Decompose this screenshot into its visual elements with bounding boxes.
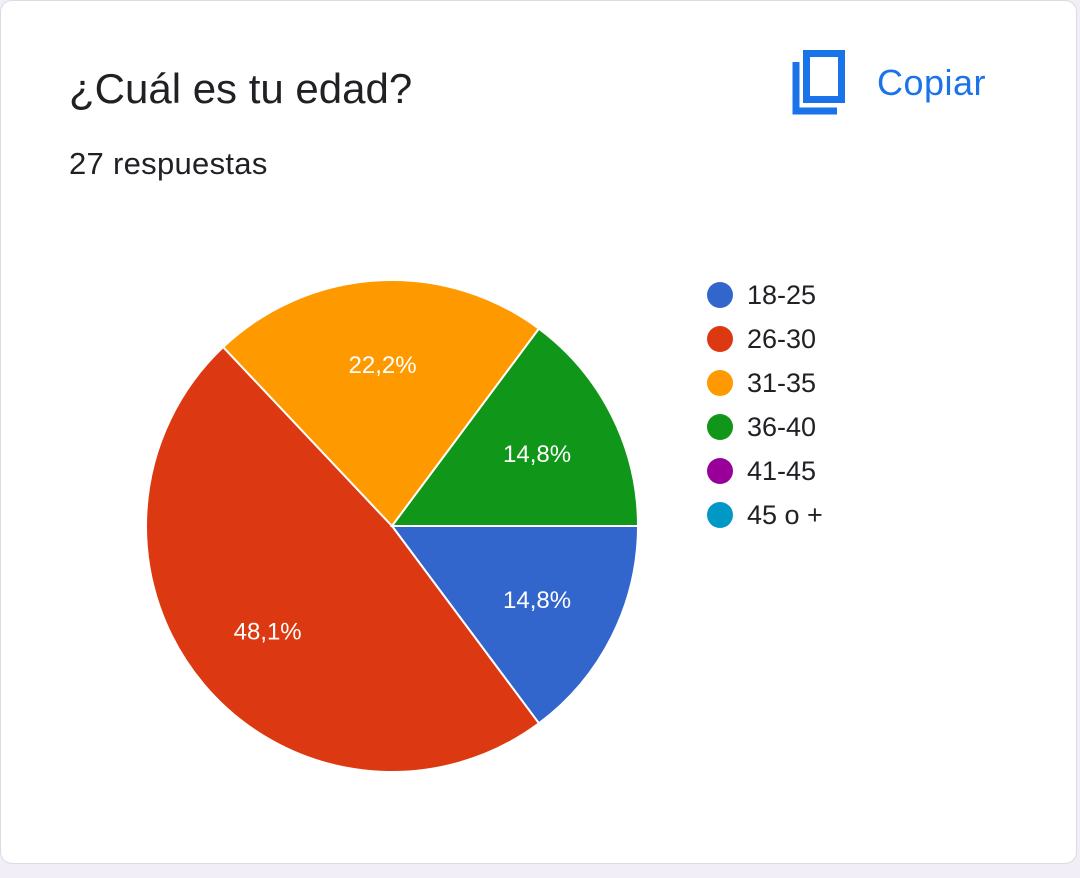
legend-label: 45 o +	[747, 499, 823, 530]
legend-label: 41-45	[747, 455, 817, 486]
legend-swatch	[707, 414, 733, 440]
slice-label-26-30: 48,1%	[234, 618, 302, 645]
pie-slice-36-40[interactable]	[390, 327, 640, 527]
chart-legend: 18-25 26-30 31-35 36-40 41-45 45 o +	[707, 273, 823, 537]
pie-slice-26-30[interactable]	[145, 345, 541, 773]
chart-title: ¿Cuál es tu edad?	[69, 65, 413, 112]
legend-swatch	[707, 370, 733, 396]
legend-swatch	[707, 326, 733, 352]
legend-item-18-25[interactable]: 18-25	[707, 273, 823, 317]
legend-item-31-35[interactable]: 31-35	[707, 361, 823, 405]
legend-label: 31-35	[747, 367, 817, 398]
legend-label: 36-40	[747, 411, 817, 442]
legend-swatch	[707, 282, 733, 308]
slice-label-36-40: 14,8%	[503, 441, 571, 468]
response-count: 27 respuestas	[69, 146, 268, 181]
copy-label: Copiar	[877, 62, 987, 103]
legend-item-26-30[interactable]: 26-30	[707, 317, 823, 361]
legend-label: 18-25	[747, 279, 817, 310]
slice-label-18-25: 14,8%	[503, 587, 571, 614]
legend-item-36-40[interactable]: 36-40	[707, 405, 823, 449]
pie-slice-31-35[interactable]	[221, 279, 541, 528]
legend-swatch	[707, 458, 733, 484]
legend-item-45 o +[interactable]: 45 o +	[707, 493, 823, 537]
slice-label-31-35: 22,2%	[349, 352, 417, 379]
copy-icon	[792, 50, 845, 115]
legend-label: 26-30	[747, 323, 817, 354]
legend-item-41-45[interactable]: 41-45	[707, 449, 823, 493]
copy-button[interactable]: Copiar	[787, 45, 1017, 121]
legend-swatch	[707, 502, 733, 528]
pie-slice-18-25[interactable]	[390, 525, 640, 725]
